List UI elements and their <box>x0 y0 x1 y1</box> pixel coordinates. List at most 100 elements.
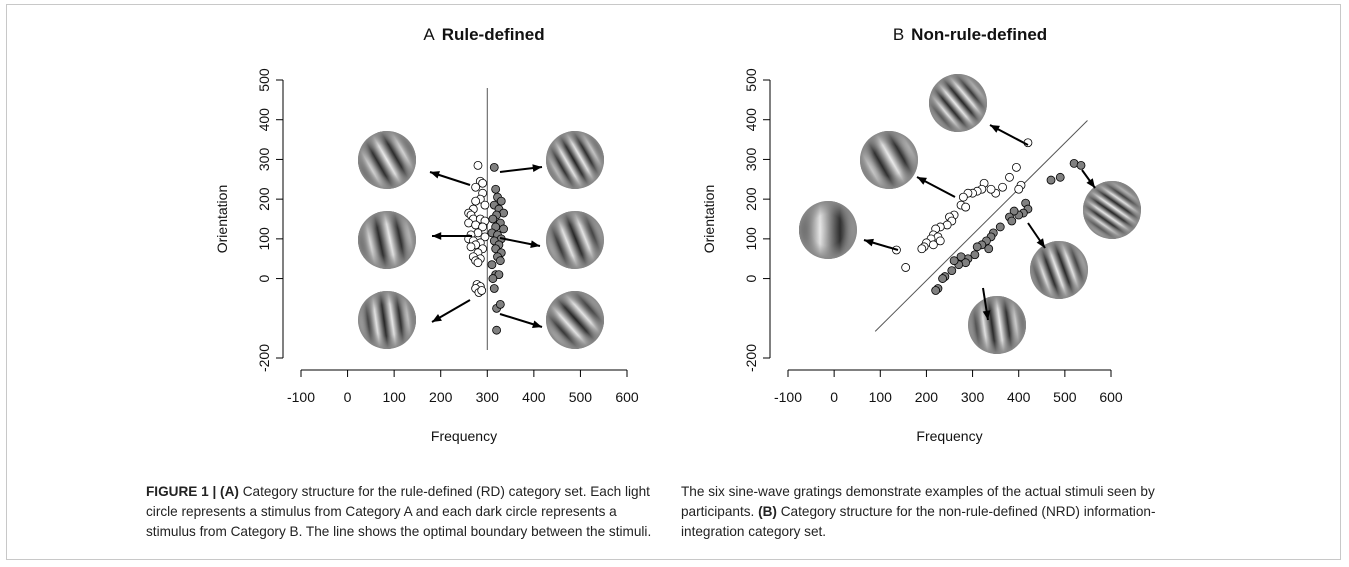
x-tick-label: 300 <box>476 389 500 405</box>
arrow-head <box>430 171 440 178</box>
arrow-head <box>1086 178 1095 188</box>
point <box>962 203 970 211</box>
point <box>500 225 508 233</box>
y-tick-label: 500 <box>256 68 272 92</box>
point <box>493 326 501 334</box>
point <box>950 257 958 265</box>
y-axis-label: Orientation <box>214 185 230 253</box>
y-tick-label: 100 <box>256 227 272 251</box>
point <box>987 185 995 193</box>
y-tick-label: 200 <box>743 187 759 211</box>
point <box>492 185 500 193</box>
point <box>936 237 944 245</box>
grating-vignette <box>929 74 987 132</box>
x-tick-label: -100 <box>774 389 802 405</box>
y-tick-label: 100 <box>743 227 759 251</box>
grating-vignette <box>358 211 416 269</box>
title-text: Non-rule-defined <box>911 25 1047 44</box>
panel-letter: B <box>893 25 904 44</box>
x-tick-label: 400 <box>522 389 546 405</box>
x-tick-label: -100 <box>287 389 315 405</box>
y-tick-label: 400 <box>256 108 272 132</box>
point <box>474 161 482 169</box>
point <box>1012 163 1020 171</box>
chart-title: B Non-rule-defined <box>893 25 1047 44</box>
x-axis-label: Frequency <box>916 428 982 444</box>
point <box>472 197 480 205</box>
point <box>985 245 993 253</box>
point <box>1077 161 1085 169</box>
grating-vignette <box>546 131 604 189</box>
x-tick-label: 0 <box>344 389 352 405</box>
arrow-head <box>532 321 542 328</box>
y-tick-label: 0 <box>743 274 759 282</box>
title-text: Rule-defined <box>442 25 545 44</box>
y-axis-label: Orientation <box>701 185 717 253</box>
x-tick-label: 200 <box>915 389 939 405</box>
grating-vignette <box>968 296 1026 354</box>
y-tick-label: 200 <box>256 187 272 211</box>
point <box>496 300 504 308</box>
point <box>948 267 956 275</box>
chart-title: A Rule-defined <box>423 25 544 44</box>
point <box>496 257 504 265</box>
figure: A Rule-defined Frequency Orientation -100 0 1… <box>0 0 1349 567</box>
x-tick-label: 600 <box>1099 389 1123 405</box>
x-tick-label: 400 <box>1007 389 1031 405</box>
x-tick-label: 0 <box>830 389 838 405</box>
arrow-head <box>530 240 540 248</box>
grating-vignette <box>358 291 416 349</box>
point <box>999 183 1007 191</box>
point <box>490 163 498 171</box>
point <box>489 275 497 283</box>
x-tick-label: 100 <box>869 389 893 405</box>
arrow-head <box>1037 238 1045 248</box>
caption: FIGURE 1 | (A) Category structure for th… <box>146 482 1196 542</box>
panel-letter: A <box>423 25 435 44</box>
x-tick-label: 100 <box>382 389 406 405</box>
x-tick-label: 200 <box>429 389 453 405</box>
grating-vignette <box>546 211 604 269</box>
point <box>1047 176 1055 184</box>
point <box>488 261 496 269</box>
point <box>1005 173 1013 181</box>
grating-vignette <box>1083 181 1141 239</box>
x-axis-label: Frequency <box>431 428 497 444</box>
x-tick-label: 500 <box>1053 389 1077 405</box>
y-tick-label: 400 <box>743 108 759 132</box>
point <box>481 201 489 209</box>
point <box>490 285 498 293</box>
caption-label: FIGURE 1 | (A) <box>146 484 239 499</box>
point <box>478 286 486 294</box>
point <box>918 245 926 253</box>
charts: A Rule-defined Frequency Orientation -100 0 1… <box>0 0 1349 470</box>
point <box>902 263 910 271</box>
x-tick-label: 300 <box>961 389 985 405</box>
x-tick-label: 500 <box>569 389 593 405</box>
y-tick-label: 500 <box>743 68 759 92</box>
caption-label: (B) <box>758 504 777 519</box>
arrow-head <box>864 239 874 246</box>
y-tick-label: 300 <box>743 148 759 172</box>
y-tick-label: 0 <box>256 274 272 282</box>
point <box>1056 173 1064 181</box>
point <box>489 215 497 223</box>
point <box>959 193 967 201</box>
grating-vignette <box>1030 241 1088 299</box>
y-tick-label: -200 <box>743 344 759 372</box>
point <box>474 259 482 267</box>
x-tick-label: 600 <box>615 389 639 405</box>
grating-vignette <box>799 201 857 259</box>
point <box>1015 185 1023 193</box>
point <box>932 286 940 294</box>
y-tick-label: -200 <box>256 344 272 372</box>
point <box>1008 217 1016 225</box>
grating-vignette <box>860 131 918 189</box>
point <box>472 183 480 191</box>
grating-vignette <box>546 291 604 349</box>
arrow-head <box>432 232 441 240</box>
y-tick-label: 300 <box>256 148 272 172</box>
point <box>467 243 475 251</box>
point <box>973 243 981 251</box>
point <box>939 275 947 283</box>
